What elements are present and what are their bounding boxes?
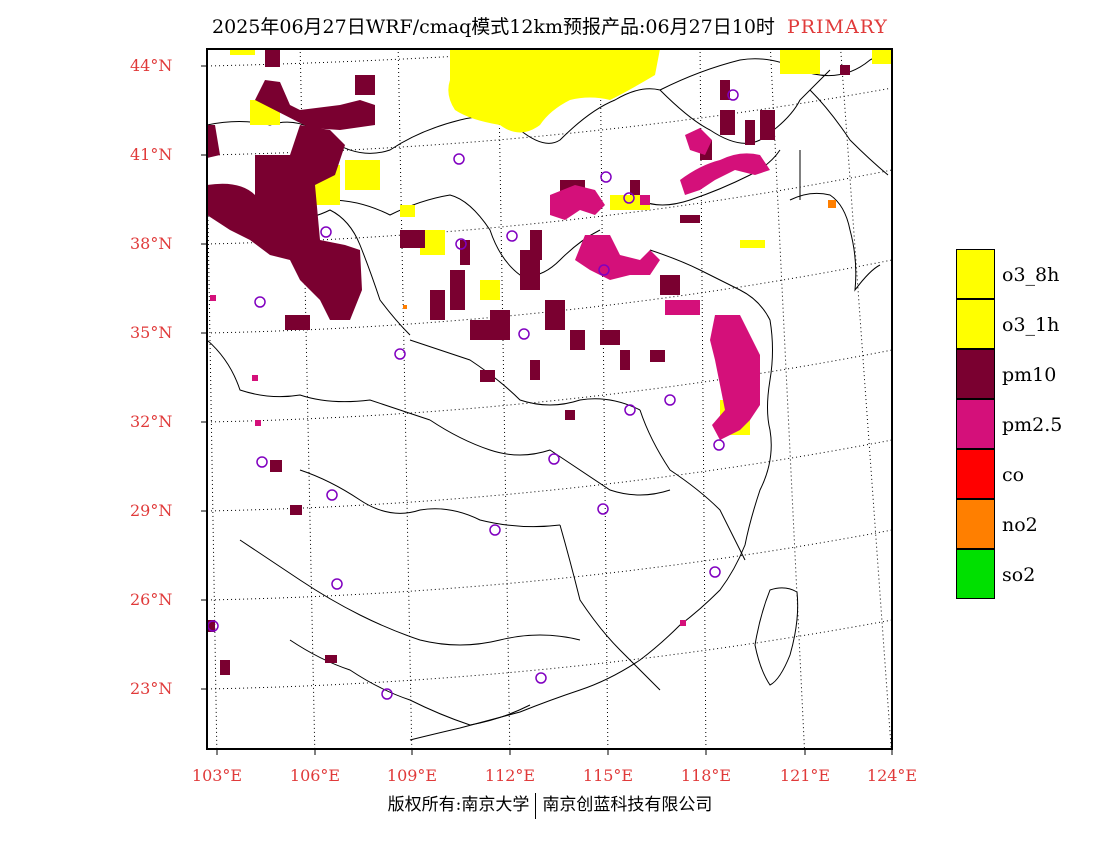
lat-label-26: 26°N (130, 590, 173, 609)
legend-label-pm10: pm10 (1002, 364, 1057, 386)
legend-label-pm25: pm2.5 (1002, 414, 1063, 436)
legend-swatch-pm25 (956, 399, 995, 449)
lat-label-32: 32°N (130, 412, 173, 431)
legend-label-o3-1h: o3_1h (1002, 314, 1060, 336)
legend-label-co: co (1002, 464, 1025, 486)
lon-label-109: 109°E (386, 766, 438, 785)
copyright-company: 南京创蓝科技有限公司 (542, 795, 713, 815)
copyright-owner: 版权所有:南京大学 (387, 795, 530, 815)
legend-label-so2: so2 (1002, 564, 1036, 586)
legend-label-o3-8h: o3_8h (1002, 264, 1060, 286)
lat-label-23: 23°N (130, 679, 173, 698)
legend-swatch-o3-8h (956, 249, 995, 299)
legend-swatch-no2 (956, 499, 995, 549)
map-title: 2025年06月27日WRF/cmaq模式12km预报产品:06月27日10时 P… (0, 12, 1100, 39)
legend-item-co: co (956, 449, 1096, 499)
lat-label-38: 38°N (130, 234, 173, 253)
lon-label-121: 121°E (779, 766, 831, 785)
legend-item-pm25: pm2.5 (956, 399, 1096, 449)
legend-item-o3-1h: o3_1h (956, 299, 1096, 349)
legend-item-pm10: pm10 (956, 349, 1096, 399)
copyright-separator (535, 792, 537, 819)
lon-label-112: 112°E (484, 766, 536, 785)
legend-label-no2: no2 (1002, 514, 1038, 536)
map-frame (206, 48, 893, 750)
lat-label-44: 44°N (130, 56, 173, 75)
site-markers (207, 89, 739, 700)
legend-swatch-pm10 (956, 349, 995, 399)
legend-swatch-so2 (956, 549, 995, 599)
lat-label-35: 35°N (130, 323, 173, 342)
legend-item-o3-8h: o3_8h (956, 249, 1096, 299)
title-primary-tag: PRIMARY (786, 16, 888, 38)
copyright-line: 版权所有:南京大学 南京创蓝科技有限公司 (0, 790, 1100, 819)
pollutant-legend: o3_8h o3_1h pm10 pm2.5 co no2 so2 (956, 249, 1096, 599)
legend-item-no2: no2 (956, 499, 1096, 549)
pm25-areas (210, 128, 770, 626)
lat-label-41: 41°N (130, 145, 173, 164)
no2-areas (403, 200, 836, 309)
legend-swatch-o3-1h (956, 299, 995, 349)
title-text: 2025年06月27日WRF/cmaq模式12km预报产品:06月27日10时 (212, 16, 775, 38)
lon-label-115: 115°E (582, 766, 634, 785)
axis-ticks (201, 65, 893, 755)
lon-label-106: 106°E (289, 766, 341, 785)
lon-label-118: 118°E (680, 766, 732, 785)
legend-swatch-co (956, 449, 995, 499)
lon-label-124: 124°E (866, 766, 918, 785)
pm10-areas (207, 49, 850, 675)
lat-label-29: 29°N (130, 501, 173, 520)
legend-item-so2: so2 (956, 549, 1096, 599)
lon-label-103: 103°E (191, 766, 243, 785)
